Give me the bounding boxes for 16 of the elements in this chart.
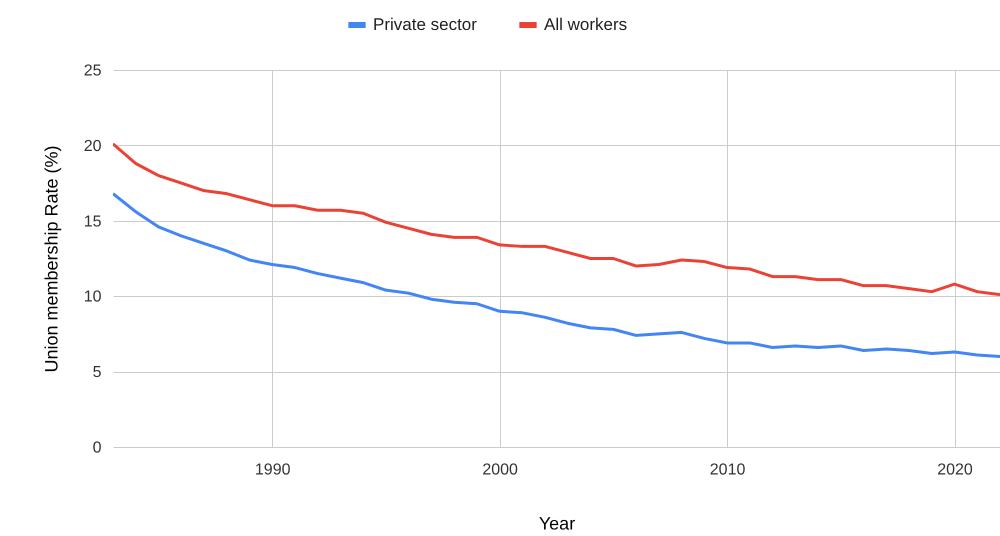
x-axis-title: Year — [538, 514, 576, 534]
x-tick-label: 2010 — [710, 462, 746, 478]
x-tick-label: 1990 — [254, 462, 291, 478]
y-axis-title: Union membership Rate (%) — [42, 145, 62, 373]
legend-label: All workers — [544, 15, 628, 34]
x-tick-label: 2020 — [937, 462, 973, 478]
y-tick-label: 15 — [84, 213, 102, 230]
line-series — [113, 142, 1000, 296]
line-series — [113, 192, 1000, 358]
x-tick-label: 2000 — [482, 462, 518, 478]
y-tick-label: 5 — [92, 364, 102, 382]
y-tick-label: 0 — [92, 440, 102, 456]
y-tick-label: 20 — [84, 138, 102, 155]
legend-label: Private sector — [373, 15, 478, 34]
y-tick-label: 25 — [84, 62, 102, 80]
y-tick-label: 10 — [84, 288, 102, 306]
